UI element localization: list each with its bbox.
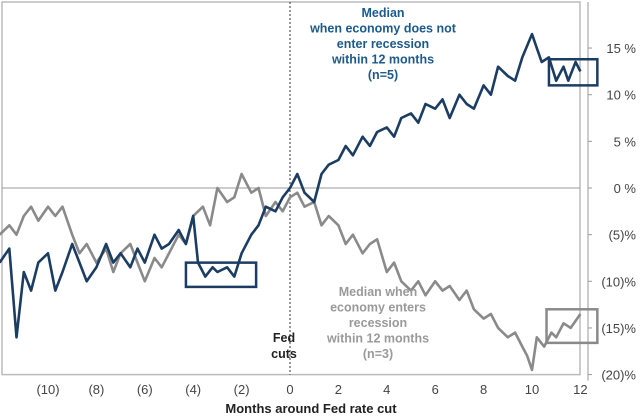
x-axis-ticks: (10) (8) (6) (4) (2) 0 2 4 6 8 10 12 bbox=[36, 382, 587, 397]
x-tick-label: 0 bbox=[286, 382, 293, 397]
y-tick-label: (15)% bbox=[601, 321, 636, 336]
y-tick-label: (10)% bbox=[601, 274, 636, 289]
annotation-recession-line: within 12 months bbox=[326, 332, 429, 346]
y-tick-label: 5 % bbox=[614, 134, 637, 149]
x-tick-label: 4 bbox=[383, 382, 390, 397]
annotation-recession-line: Median when bbox=[339, 285, 417, 299]
x-tick-label: 2 bbox=[335, 382, 342, 397]
annotation-recession-line: (n=3) bbox=[363, 347, 393, 361]
series-no-recession-line bbox=[0, 32, 582, 339]
x-tick-label: 10 bbox=[525, 382, 539, 397]
y-tick-label: 15 % bbox=[606, 41, 636, 56]
x-tick-label: (2) bbox=[234, 382, 250, 397]
annotation-no-recession-line: (n=5) bbox=[368, 68, 398, 82]
y-tick-label: (20)% bbox=[601, 368, 636, 383]
highlight-box bbox=[545, 308, 599, 345]
y-tick-label: (5)% bbox=[609, 228, 637, 243]
annotation-fed-cuts-line: Fed bbox=[273, 331, 295, 345]
y-tick-label: 10 % bbox=[606, 88, 636, 103]
x-tick-label: (6) bbox=[137, 382, 153, 397]
x-tick-label: (4) bbox=[185, 382, 201, 397]
highlight-box bbox=[184, 261, 258, 289]
x-tick-label: (8) bbox=[88, 382, 104, 397]
series-layer bbox=[0, 32, 582, 372]
annotation-no-recession-line: when economy does not bbox=[309, 22, 457, 36]
annotation-recession-line: recession bbox=[349, 316, 407, 330]
annotation-fed-cuts-line: cuts bbox=[271, 347, 297, 361]
annotation-no-recession-line: Median bbox=[361, 6, 404, 20]
highlight-box bbox=[547, 57, 599, 87]
x-tick-label: 12 bbox=[573, 382, 587, 397]
x-tick-label: (10) bbox=[36, 382, 59, 397]
highlight-boxes bbox=[184, 57, 599, 345]
x-tick-label: 8 bbox=[480, 382, 487, 397]
x-tick-label: 6 bbox=[432, 382, 439, 397]
annotation-recession-line: economy enters bbox=[330, 301, 426, 315]
plot-frame bbox=[1, 1, 589, 381]
annotation-no-recession-line: within 12 months bbox=[331, 53, 434, 67]
x-axis-label: Months around Fed rate cut bbox=[225, 401, 397, 416]
annotation-no-recession-line: enter recession bbox=[337, 37, 429, 51]
y-axis-ticks: 15 % 10 % 5 % 0 % (5)% (10)% (15)% (20)% bbox=[588, 41, 636, 383]
y-tick-label: 0 % bbox=[614, 181, 637, 196]
